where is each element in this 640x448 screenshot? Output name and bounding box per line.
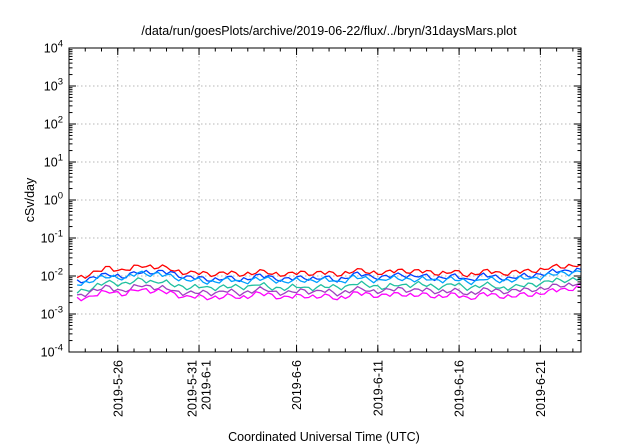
series-line: [76, 285, 582, 302]
x-tick-label: 2019-6-1: [200, 360, 214, 410]
x-tick-label: 2019-5-26: [111, 360, 125, 417]
series-line: [76, 267, 582, 284]
x-tick-label: 2019-6-21: [534, 360, 548, 417]
series-line: [76, 277, 582, 294]
y-tick-label: 103: [44, 77, 63, 94]
y-tick-label: 101: [44, 153, 63, 170]
y-tick-label: 100: [44, 191, 63, 208]
y-tick-label: 10-3: [41, 305, 63, 322]
series-line: [76, 263, 582, 279]
series-line: [77, 282, 582, 298]
series-group: [76, 263, 582, 302]
x-tick-label: 2019-5-31: [186, 360, 200, 417]
y-tick-label: 102: [44, 115, 63, 132]
series-line: [77, 270, 582, 286]
y-axis-label: cSv/day: [23, 177, 37, 222]
x-axis-label: Coordinated Universal Time (UTC): [228, 430, 420, 444]
y-tick-label: 104: [44, 39, 63, 56]
x-tick-label: 2019-6-6: [290, 360, 304, 410]
x-axis: 2019-5-26 2019-5-31 2019-6-1 2019-6-6 2019-6…: [68, 48, 574, 417]
y-tick-label: 10-4: [41, 343, 63, 360]
y-axis: 10-4 10-3 10-2 10-1 100 101 102 103 104: [41, 39, 581, 360]
y-tick-label: 10-2: [41, 267, 63, 284]
grid: [69, 48, 581, 352]
y-tick-label: 10-1: [41, 229, 63, 246]
chart-title: /data/run/goesPlots/archive/2019-06-22/f…: [141, 24, 517, 38]
x-tick-label: 2019-6-16: [453, 360, 467, 417]
x-tick-label: 2019-6-11: [371, 360, 385, 416]
